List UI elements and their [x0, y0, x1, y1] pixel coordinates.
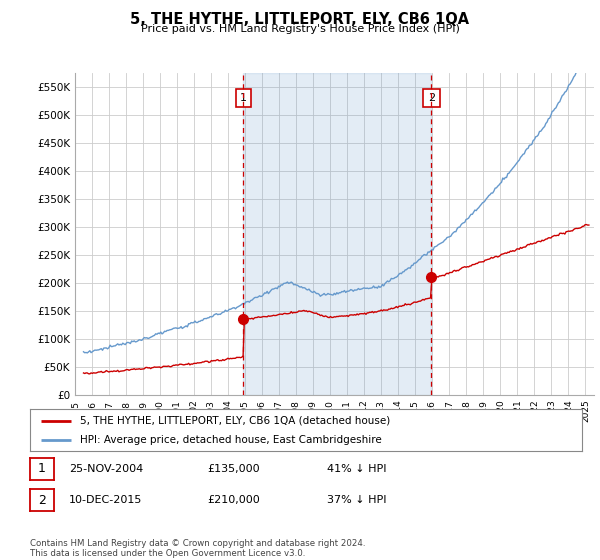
Text: £135,000: £135,000 — [207, 464, 260, 474]
Text: £210,000: £210,000 — [207, 495, 260, 505]
Text: 1: 1 — [240, 93, 247, 103]
Text: 2: 2 — [38, 493, 46, 507]
Text: 25-NOV-2004: 25-NOV-2004 — [69, 464, 143, 474]
Text: 5, THE HYTHE, LITTLEPORT, ELY, CB6 1QA: 5, THE HYTHE, LITTLEPORT, ELY, CB6 1QA — [130, 12, 470, 27]
Text: 41% ↓ HPI: 41% ↓ HPI — [327, 464, 386, 474]
Text: Price paid vs. HM Land Registry's House Price Index (HPI): Price paid vs. HM Land Registry's House … — [140, 24, 460, 34]
Text: Contains HM Land Registry data © Crown copyright and database right 2024.
This d: Contains HM Land Registry data © Crown c… — [30, 539, 365, 558]
Text: 1: 1 — [38, 462, 46, 475]
Text: 10-DEC-2015: 10-DEC-2015 — [69, 495, 142, 505]
Text: HPI: Average price, detached house, East Cambridgeshire: HPI: Average price, detached house, East… — [80, 435, 382, 445]
Text: 37% ↓ HPI: 37% ↓ HPI — [327, 495, 386, 505]
Text: 5, THE HYTHE, LITTLEPORT, ELY, CB6 1QA (detached house): 5, THE HYTHE, LITTLEPORT, ELY, CB6 1QA (… — [80, 416, 390, 426]
Text: 2: 2 — [428, 93, 435, 103]
Bar — [244, 73, 431, 395]
